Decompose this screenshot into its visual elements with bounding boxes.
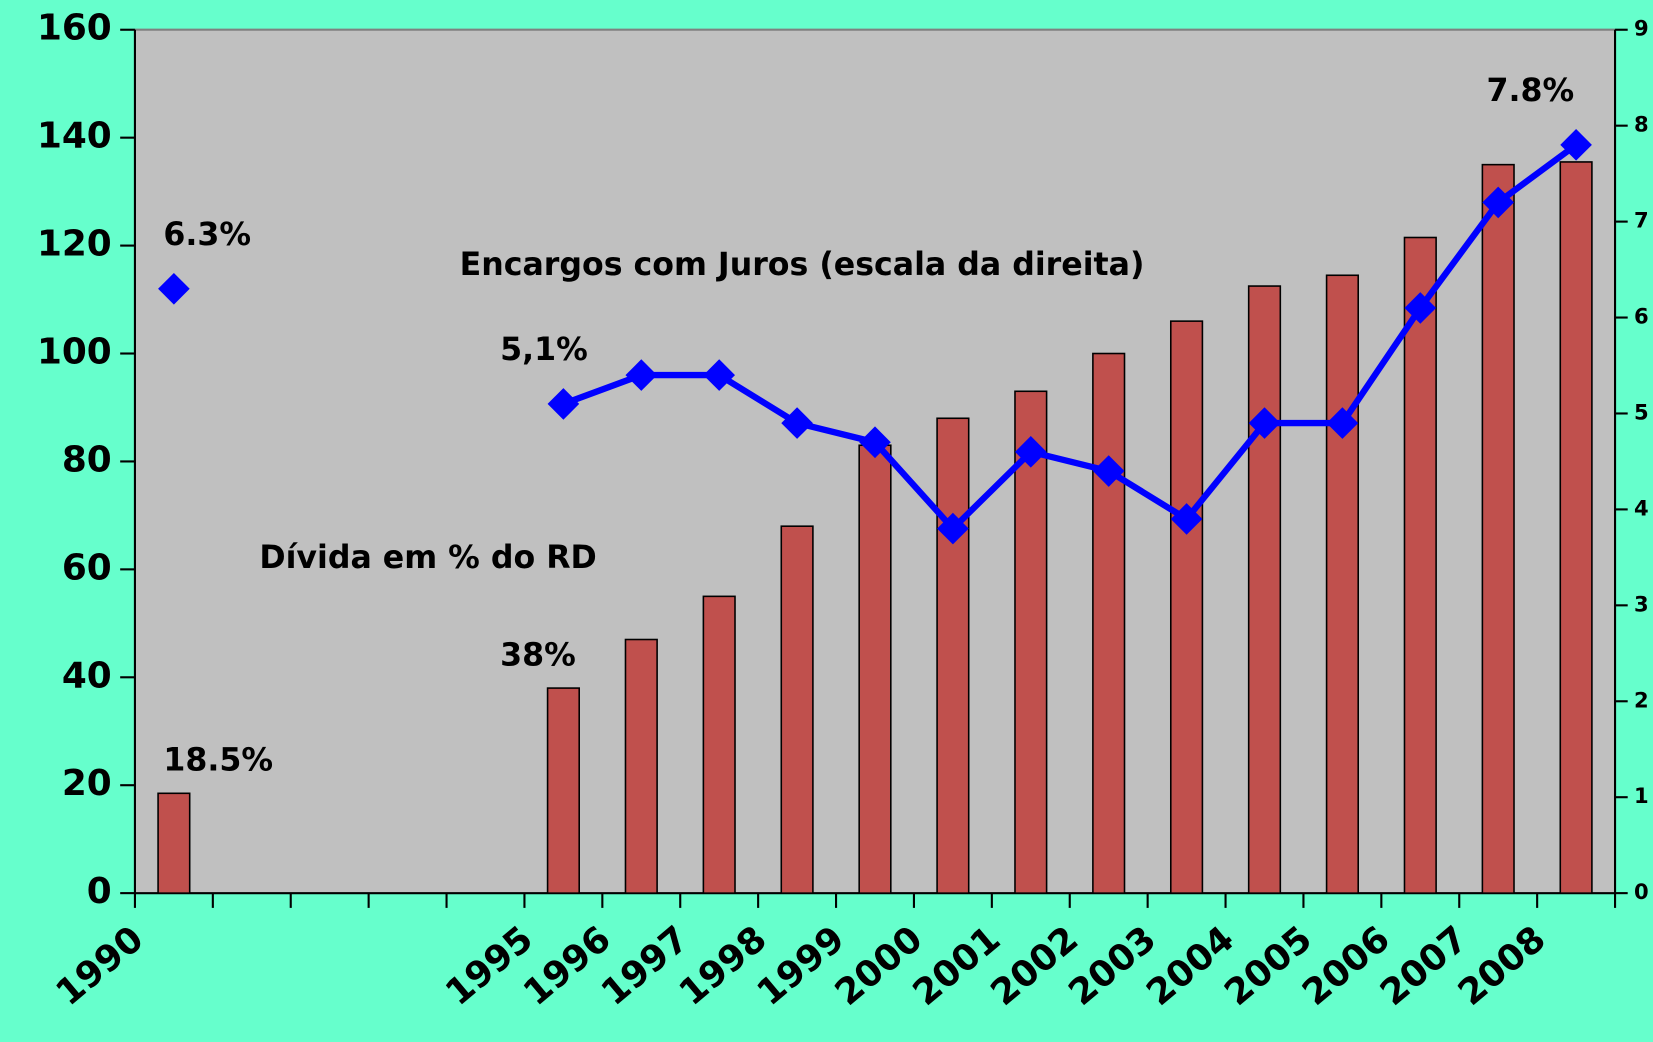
- bar: [702, 595, 736, 894]
- y2-tick-label: 1: [1634, 783, 1649, 808]
- x-tick-label: 2003: [1061, 918, 1164, 1014]
- x-tick-label: 1998: [672, 918, 775, 1014]
- bar: [780, 525, 814, 894]
- y2-tick-label: 3: [1634, 591, 1649, 616]
- y2-tick-label: 4: [1634, 495, 1649, 520]
- data-label: 7.8%: [1486, 73, 1574, 109]
- x-tick-label: 2000: [828, 918, 931, 1014]
- y-tick-label: 80: [62, 439, 112, 480]
- bar: [624, 638, 658, 894]
- marker: [1248, 407, 1281, 439]
- x-tick-label: 1999: [750, 918, 853, 1014]
- data-label: 18.5%: [163, 743, 273, 779]
- x-tick-label: 2004: [1139, 918, 1242, 1014]
- x-tick-label: 2002: [983, 918, 1086, 1014]
- y2-tick-label: 8: [1634, 112, 1649, 137]
- x-tick-label: 1990: [49, 918, 152, 1014]
- bar: [1092, 352, 1126, 894]
- bar: [936, 417, 970, 894]
- bar: [1403, 236, 1437, 894]
- y2-tick-label: 6: [1634, 304, 1649, 329]
- y-tick-label: 60: [62, 547, 112, 588]
- series-label: Dívida em % do RD: [259, 540, 596, 576]
- series-label: Encargos com Juros (escala da direita): [460, 247, 1145, 283]
- data-label: 5,1%: [500, 332, 588, 368]
- bar: [858, 444, 892, 894]
- data-label: 6.3%: [163, 217, 251, 253]
- x-tick-label: 2007: [1373, 918, 1476, 1014]
- marker: [1014, 436, 1047, 468]
- marker: [703, 359, 736, 391]
- marker: [625, 359, 658, 391]
- data-label: 38%: [500, 637, 576, 673]
- x-tick-label: 1997: [594, 918, 697, 1014]
- y2-tick-label: 5: [1634, 399, 1649, 424]
- y-tick-label: 0: [87, 871, 112, 912]
- x-tick-label: 2001: [906, 918, 1009, 1014]
- y-tick-label: 160: [37, 8, 112, 49]
- bar: [157, 792, 191, 894]
- marker: [1170, 503, 1203, 535]
- bar: [1014, 390, 1048, 894]
- bar: [1481, 163, 1515, 894]
- y-tick-label: 140: [37, 116, 112, 157]
- x-tick-label: 2005: [1217, 918, 1320, 1014]
- line: [562, 142, 1578, 534]
- y-tick-label: 120: [37, 224, 112, 265]
- marker: [859, 426, 891, 459]
- x-tick-label: 2006: [1295, 918, 1398, 1014]
- bar: [1325, 274, 1360, 894]
- bar: [1247, 285, 1282, 894]
- x-tick-label: 2008: [1451, 918, 1554, 1014]
- bar: [546, 687, 580, 894]
- y2-tick-label: 9: [1634, 16, 1649, 41]
- y2-tick-label: 2: [1634, 687, 1649, 712]
- marker: [1560, 129, 1592, 161]
- y-tick-label: 20: [62, 763, 112, 804]
- y-tick-label: 40: [62, 655, 112, 696]
- bar: [1559, 161, 1593, 894]
- x-tick-label: 1996: [516, 918, 619, 1014]
- y2-tick-label: 0: [1634, 879, 1649, 904]
- bar: [1169, 320, 1204, 894]
- marker: [1482, 186, 1515, 219]
- y-tick-label: 100: [37, 332, 112, 373]
- marker: [1326, 407, 1359, 439]
- x-tick-label: 1995: [438, 918, 541, 1014]
- y2-tick-label: 7: [1634, 208, 1649, 233]
